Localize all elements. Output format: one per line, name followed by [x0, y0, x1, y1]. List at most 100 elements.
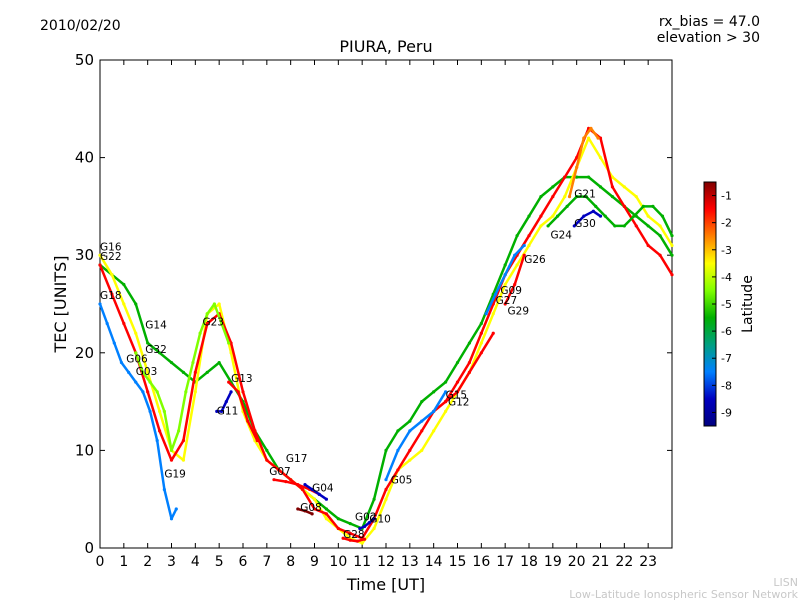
data-point — [205, 321, 209, 326]
data-point — [658, 224, 662, 228]
y-tick-label: 20 — [75, 344, 94, 362]
data-point — [432, 429, 436, 433]
data-point — [360, 541, 364, 545]
data-point — [503, 302, 507, 306]
data-point — [181, 370, 186, 374]
data-point — [546, 224, 550, 228]
data-point — [586, 136, 591, 140]
data-point — [284, 480, 288, 484]
data-point — [632, 214, 636, 218]
data-point — [217, 302, 221, 306]
data-point — [155, 390, 159, 394]
data-point — [312, 497, 317, 501]
x-tick-label: 15 — [449, 554, 467, 570]
data-point — [219, 409, 224, 413]
data-point — [98, 263, 102, 267]
prn-label: G09 — [500, 285, 522, 297]
data-point — [420, 419, 424, 423]
data-point — [408, 458, 412, 462]
prn-label: G28 — [343, 529, 365, 541]
data-point — [317, 492, 321, 496]
data-point — [348, 531, 352, 535]
data-point — [146, 390, 150, 394]
data-point — [479, 351, 483, 355]
data-point — [215, 409, 219, 413]
data-point — [289, 478, 293, 482]
colorbar-tick-label: -1 — [721, 190, 732, 203]
data-point — [522, 253, 526, 257]
x-tick-label: 20 — [568, 554, 586, 570]
data-point — [551, 214, 555, 218]
x-tick-label: 10 — [329, 554, 347, 570]
series-g11 — [215, 390, 233, 413]
data-point — [670, 273, 674, 277]
prn-label: G19 — [164, 469, 186, 481]
data-point — [396, 429, 400, 433]
data-point — [515, 263, 519, 267]
data-point — [212, 302, 216, 306]
series-line — [342, 536, 365, 543]
data-point — [582, 136, 586, 140]
x-tick-label: 7 — [262, 554, 271, 570]
data-point — [634, 224, 638, 228]
series-g04 — [303, 482, 329, 501]
data-point — [229, 351, 233, 355]
series-line — [216, 391, 233, 413]
data-point — [181, 439, 186, 443]
data-point — [324, 507, 329, 511]
data-point — [443, 409, 448, 413]
data-point — [119, 360, 124, 365]
data-point — [513, 282, 517, 287]
data-point — [527, 234, 531, 238]
prn-label: G10 — [369, 514, 391, 526]
data-point — [539, 195, 543, 199]
data-point — [670, 234, 674, 238]
data-point — [127, 370, 131, 374]
data-point — [646, 214, 650, 218]
data-point — [658, 234, 662, 238]
series-line — [227, 381, 259, 442]
prn-label: G07 — [269, 466, 291, 478]
data-point — [610, 195, 615, 199]
x-tick-label: 0 — [96, 554, 105, 570]
data-point — [503, 282, 507, 287]
data-point — [227, 380, 231, 384]
colorbar-tick-label: -2 — [721, 217, 732, 230]
prn-label: G18 — [100, 290, 122, 302]
data-point — [181, 458, 186, 462]
prn-label: G22 — [100, 251, 122, 263]
prn-label: G23 — [202, 316, 224, 328]
prn-label: G24 — [550, 230, 572, 242]
series-line — [304, 483, 328, 501]
data-point — [205, 370, 209, 374]
data-point — [241, 390, 245, 394]
y-tick-label: 30 — [75, 246, 94, 264]
x-tick-label: 6 — [239, 554, 248, 570]
data-point — [146, 341, 150, 345]
series-g08 — [296, 507, 314, 516]
data-point — [141, 390, 145, 394]
x-tick-label: 2 — [143, 554, 152, 570]
x-tick-label: 12 — [377, 554, 395, 570]
prn-label: G30 — [574, 218, 596, 230]
series-g21 — [567, 126, 600, 199]
data-point — [184, 390, 188, 394]
data-point — [372, 497, 376, 501]
x-tick-label: 4 — [191, 554, 200, 570]
data-point — [141, 370, 145, 374]
data-point — [420, 429, 424, 433]
x-tick-label: 11 — [353, 554, 371, 570]
data-point — [169, 458, 174, 462]
data-point — [169, 448, 174, 452]
series-g12 — [443, 331, 495, 404]
data-point — [551, 195, 555, 199]
data-point — [348, 522, 352, 526]
data-point — [455, 360, 460, 365]
series-g28 — [341, 536, 367, 543]
x-tick-label: 5 — [215, 554, 224, 570]
data-point — [224, 400, 228, 404]
data-point — [157, 409, 162, 413]
prn-label: G16 — [100, 241, 122, 253]
data-point — [563, 175, 567, 179]
data-point — [105, 321, 109, 326]
